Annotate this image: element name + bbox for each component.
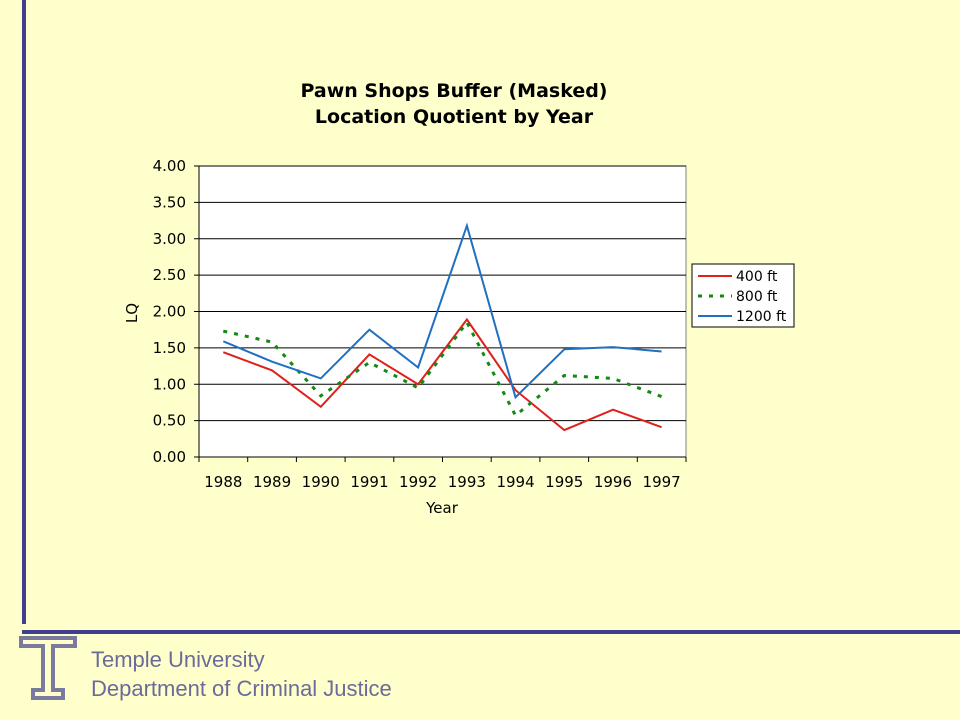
chart-title-line-1: Pawn Shops Buffer (Masked) (300, 80, 607, 102)
y-tick-label: 3.00 (153, 230, 186, 248)
legend-label: 800 ft (736, 289, 778, 305)
y-tick-label: 2.50 (153, 266, 186, 284)
y-tick-label: 1.50 (153, 339, 186, 357)
series-line-800-ft (222, 319, 663, 418)
y-tick-label: 0.00 (153, 448, 186, 466)
x-axis-label: Year (425, 499, 459, 517)
temple-t-logo-icon (19, 636, 77, 700)
y-axis-label: LQ (123, 303, 141, 323)
bottom-accent-bar (22, 630, 960, 634)
series-line-400-ft (222, 317, 662, 432)
legend-label: 400 ft (736, 269, 778, 285)
x-tick-label: 1997 (643, 473, 681, 491)
y-tick-label: 3.50 (153, 193, 186, 211)
x-tick-label: 1995 (545, 473, 583, 491)
x-tick-label: 1991 (350, 473, 388, 491)
x-tick-label: 1994 (496, 473, 534, 491)
legend-label: 1200 ft (736, 309, 787, 325)
x-tick-label: 1990 (302, 473, 340, 491)
x-tick-label: 1993 (448, 473, 486, 491)
x-tick-label: 1988 (204, 473, 242, 491)
y-tick-label: 2.00 (153, 303, 186, 321)
chart-title-line-2: Location Quotient by Year (315, 106, 594, 128)
x-tick-label: 1989 (253, 473, 291, 491)
footer-department: Department of Criminal Justice (91, 676, 392, 701)
left-accent-bar (22, 0, 26, 624)
footer-university: Temple University (91, 647, 265, 672)
y-tick-label: 1.00 (153, 375, 186, 393)
y-tick-label: 0.50 (153, 412, 186, 430)
series-line-1200-ft (222, 222, 662, 400)
line-chart: Pawn Shops Buffer (Masked) Location Quot… (123, 80, 795, 517)
x-tick-label: 1996 (594, 473, 632, 491)
y-tick-label: 4.00 (153, 157, 186, 175)
x-tick-label: 1992 (399, 473, 437, 491)
